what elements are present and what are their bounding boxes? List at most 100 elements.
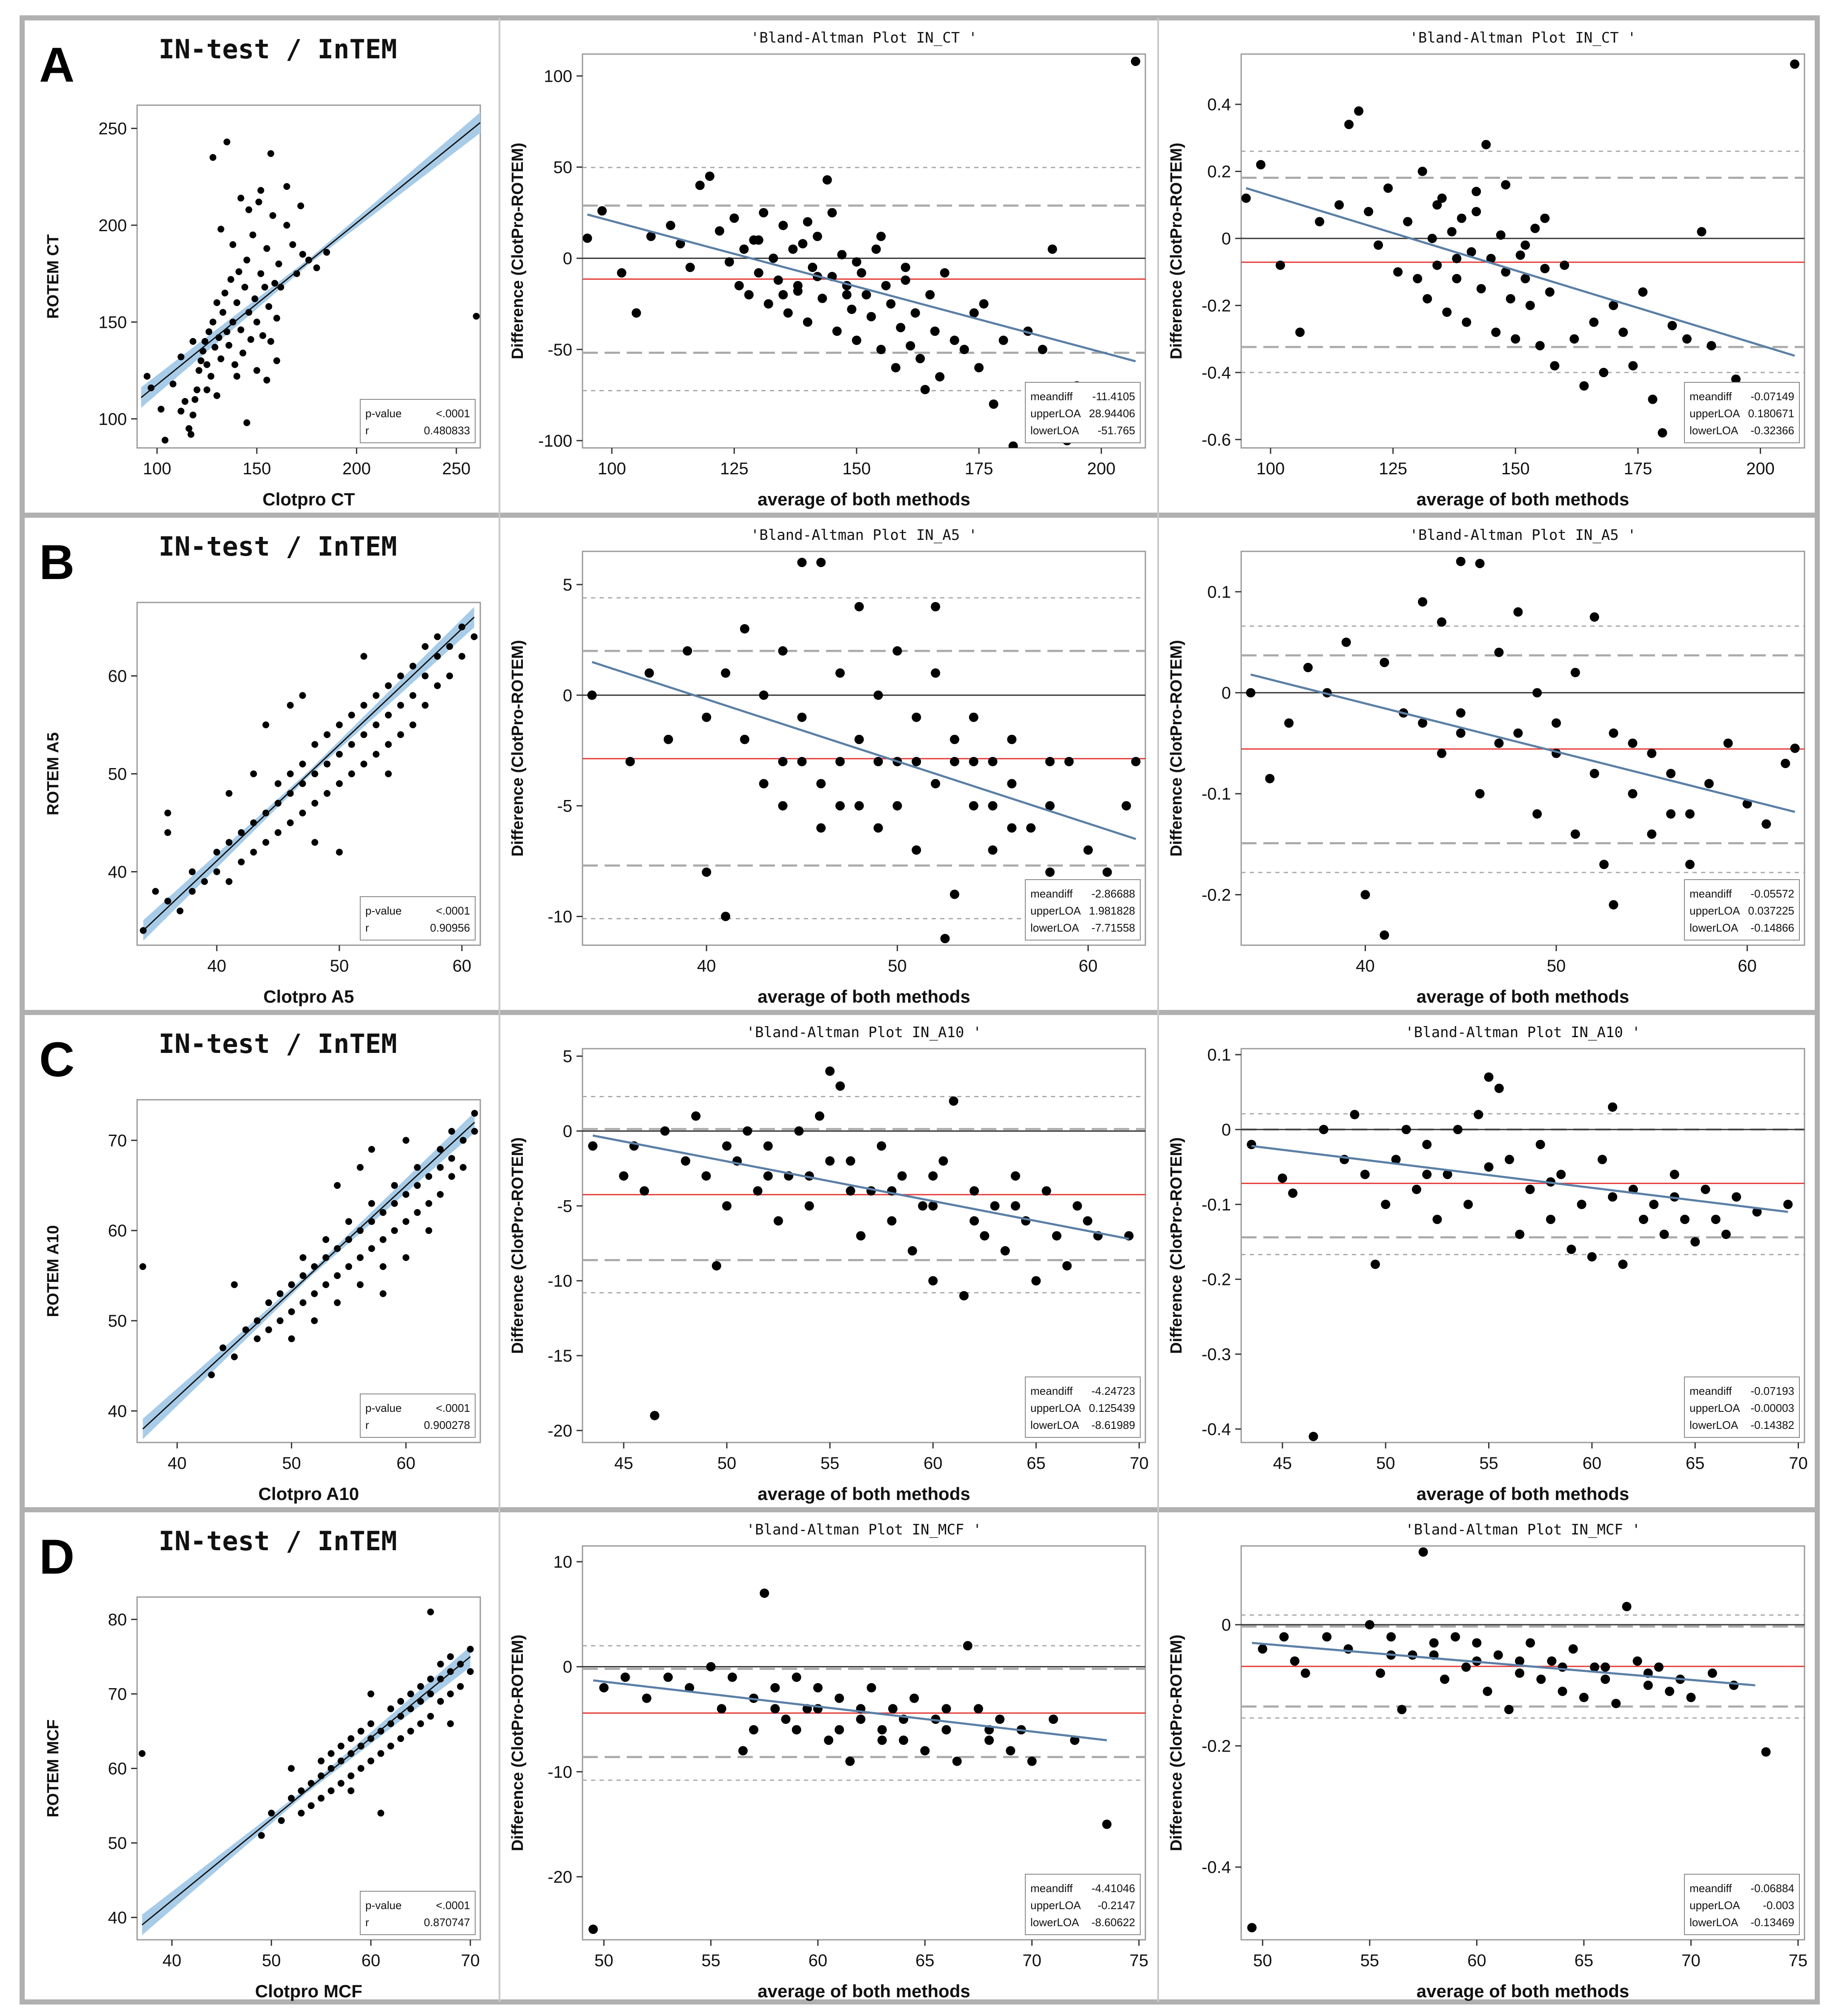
data-point xyxy=(1371,1259,1380,1269)
data-point xyxy=(379,1263,387,1270)
data-point xyxy=(727,1672,737,1682)
x-tick-label: 200 xyxy=(342,459,371,478)
data-point xyxy=(1622,1602,1632,1612)
stat-name: p-value xyxy=(365,904,402,917)
plot-data xyxy=(582,57,1145,448)
data-point xyxy=(225,342,232,349)
data-point xyxy=(1360,890,1370,900)
data-point xyxy=(759,208,769,218)
data-point xyxy=(1386,1632,1396,1642)
data-point xyxy=(1360,1170,1370,1179)
data-point xyxy=(899,1735,908,1745)
x-tick-label: 65 xyxy=(1575,1951,1594,1970)
data-point xyxy=(803,217,812,227)
stats-box: meandiff -4.24723 upperLOA 0.125439 lowerLOA… xyxy=(1025,1377,1141,1438)
data-point xyxy=(1530,224,1540,233)
data-point xyxy=(275,780,281,787)
y-axis-label: Difference (ClotPro-ROTEM) xyxy=(1168,1635,1185,1851)
data-point xyxy=(1513,728,1523,738)
data-point xyxy=(1432,200,1442,210)
x-tick-label: 250 xyxy=(442,459,470,478)
data-point xyxy=(254,1335,261,1342)
data-point xyxy=(267,338,274,345)
stat-value: -0.07149 xyxy=(1750,390,1794,403)
data-point xyxy=(1303,662,1313,672)
data-point xyxy=(391,1227,398,1234)
stat-value: 0.90956 xyxy=(430,921,470,934)
y-tick-label: -0.4 xyxy=(1202,1858,1231,1877)
data-point xyxy=(797,712,807,722)
x-axis-label: average of both methods xyxy=(757,986,970,1007)
data-point xyxy=(1472,186,1481,196)
y-tick-label: -5 xyxy=(557,1197,572,1216)
y-tick-label: 0 xyxy=(563,249,572,268)
y-tick-label: 0 xyxy=(1222,684,1231,703)
data-point xyxy=(1608,1192,1618,1202)
stat-value: -7.71558 xyxy=(1091,921,1135,934)
data-point xyxy=(336,751,343,758)
data-point xyxy=(1466,247,1476,257)
stat-name: upperLOA xyxy=(1030,904,1081,917)
data-point xyxy=(1383,183,1393,193)
y-tick-label: 10 xyxy=(554,1553,573,1572)
data-point xyxy=(238,829,245,836)
data-point xyxy=(1451,1632,1460,1642)
data-point xyxy=(854,602,864,611)
data-point xyxy=(239,350,247,357)
data-point xyxy=(231,1353,238,1360)
x-tick-label: 100 xyxy=(143,459,171,478)
stat-name: lowerLOA xyxy=(1690,424,1738,437)
stats-box: meandiff -0.05572 upperLOA 0.037225 lowerLOA… xyxy=(1684,879,1800,941)
data-point xyxy=(334,1182,341,1189)
stat-name: r xyxy=(365,1419,369,1431)
data-point xyxy=(322,1236,330,1243)
y-tick-label: 0.1 xyxy=(1207,583,1231,602)
stat-name: lowerLOA xyxy=(1030,921,1079,934)
data-point xyxy=(241,284,248,291)
plot-data xyxy=(1241,59,1804,438)
stat-name: lowerLOA xyxy=(1690,1916,1738,1929)
data-point xyxy=(1007,823,1017,833)
data-point xyxy=(617,268,626,278)
data-point xyxy=(788,244,798,254)
data-point xyxy=(293,270,300,277)
row-label: B xyxy=(39,535,75,590)
data-point xyxy=(407,1690,414,1698)
data-point xyxy=(1536,1675,1546,1684)
row-label: A xyxy=(39,38,75,92)
data-point xyxy=(1515,250,1525,260)
data-point xyxy=(1073,1201,1082,1211)
data-point xyxy=(770,1704,780,1714)
data-point xyxy=(941,1725,951,1735)
data-point xyxy=(754,235,763,245)
row-label: C xyxy=(39,1032,75,1087)
y-tick-label: 250 xyxy=(98,120,127,138)
y-tick-label: 0.4 xyxy=(1207,95,1231,114)
y-tick-label: 50 xyxy=(554,158,573,177)
data-point xyxy=(377,1728,384,1735)
data-point xyxy=(1609,900,1618,910)
data-point xyxy=(1047,244,1057,254)
data-point xyxy=(385,711,392,719)
y-tick-label: -100 xyxy=(538,432,572,450)
x-tick-label: 65 xyxy=(1027,1454,1046,1473)
x-tick-label: 60 xyxy=(361,1951,381,1970)
data-point xyxy=(1506,294,1515,304)
stat-name: meandiff xyxy=(1030,390,1073,403)
data-point xyxy=(176,907,184,915)
y-tick-label: 40 xyxy=(108,1909,127,1927)
data-point xyxy=(907,1246,917,1256)
panel-title: 'Bland-Altman Plot IN_CT ' xyxy=(751,29,977,46)
data-point xyxy=(935,372,945,381)
data-point xyxy=(227,276,235,283)
data-point xyxy=(427,1690,434,1698)
data-point xyxy=(208,1371,215,1379)
data-point xyxy=(1010,1171,1020,1181)
data-point xyxy=(1284,718,1294,728)
data-point xyxy=(930,326,940,336)
x-tick-label: 50 xyxy=(330,957,349,975)
data-point xyxy=(1418,718,1428,728)
data-point xyxy=(313,264,320,271)
data-point xyxy=(1731,374,1741,384)
data-point xyxy=(582,233,592,243)
